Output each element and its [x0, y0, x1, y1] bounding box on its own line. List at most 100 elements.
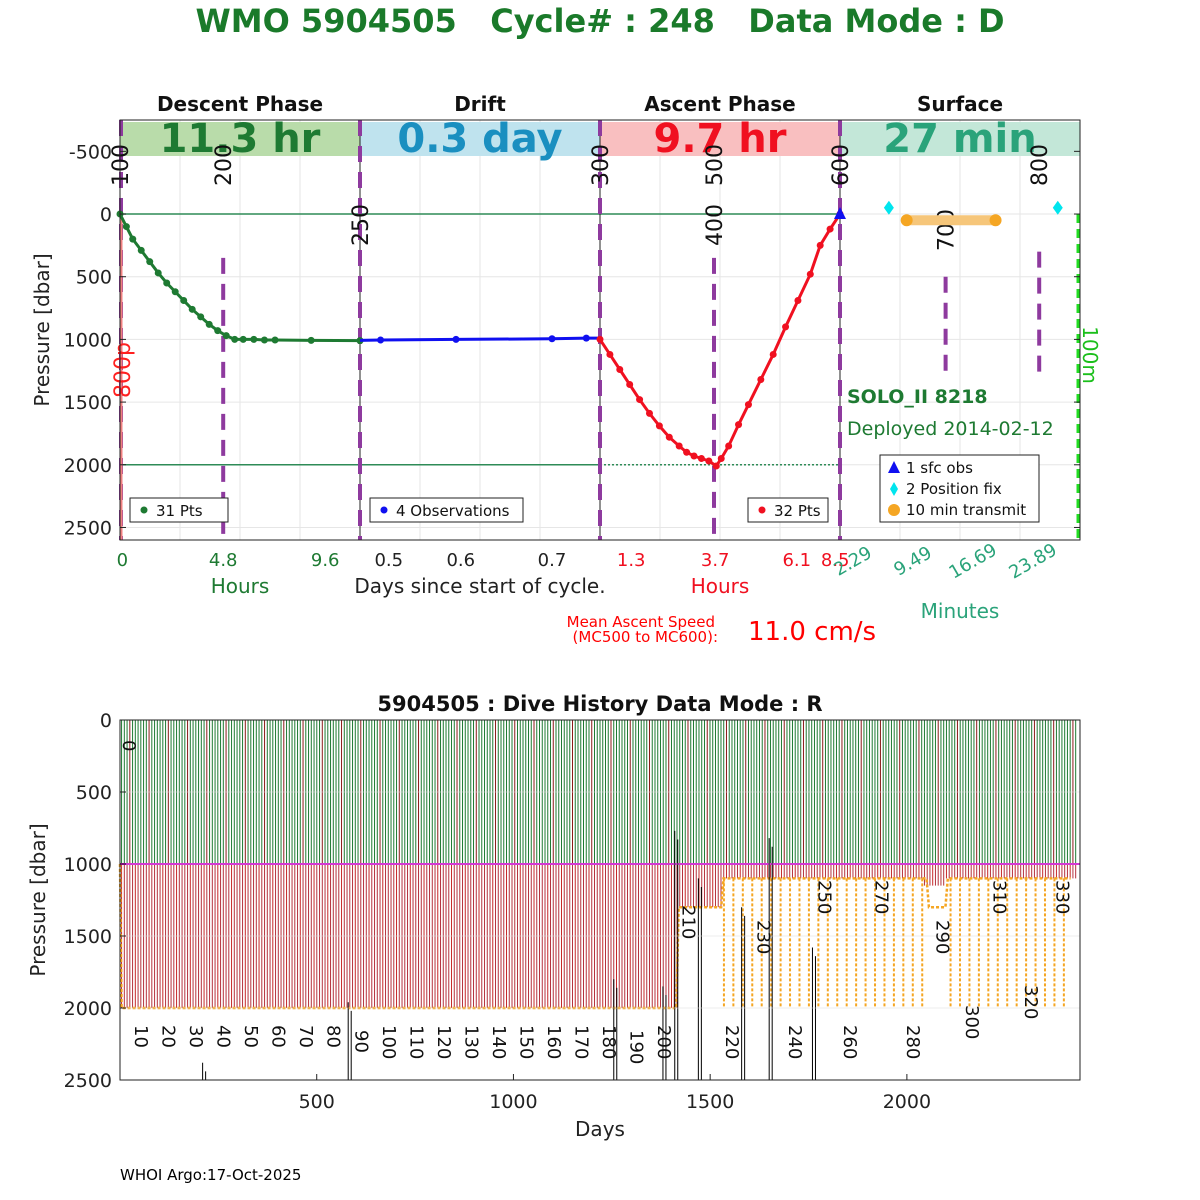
- phase-legend-marker: [380, 506, 388, 514]
- ascent-point: [794, 297, 802, 305]
- cycle-number-label: 230: [752, 920, 773, 954]
- x-tick-label: 6.1: [782, 550, 811, 571]
- descent-point: [197, 313, 205, 321]
- duration-box: [120, 122, 360, 156]
- ascent-point: [725, 442, 733, 450]
- descent-point: [214, 327, 222, 335]
- mission-code-label: 250: [349, 204, 374, 246]
- descent-point: [129, 235, 137, 243]
- phase-title: Descent Phase: [157, 92, 323, 116]
- position-fix-marker: [1052, 200, 1063, 215]
- cycle-number-label: 330: [1051, 880, 1072, 914]
- cycle-number-label: 190: [626, 1030, 647, 1064]
- descent-point: [163, 279, 171, 287]
- cycle-number-label: 80: [323, 1025, 344, 1048]
- duration-box: [840, 122, 1080, 156]
- y-tick-label: 1000: [64, 854, 112, 876]
- x-axis-label: Days since start of cycle.: [354, 574, 605, 598]
- surface-side-label: 100m: [1078, 326, 1102, 384]
- cycle-number-label: 170: [571, 1025, 592, 1059]
- x-tick-label: 0.5: [374, 550, 403, 571]
- legend-transmit-marker: [888, 504, 900, 516]
- phase-legend-label: 32 Pts: [774, 502, 821, 520]
- descent-point: [222, 332, 230, 340]
- x-tick-label: 500: [299, 1091, 335, 1113]
- cycle-number-label: 0: [118, 740, 139, 751]
- y-tick-label: 2000: [64, 455, 112, 477]
- cycle-number-label: 70: [295, 1025, 316, 1048]
- dive-history-title: 5904505 : Dive History Data Mode : R: [377, 692, 822, 716]
- y-tick-label: 1500: [64, 926, 112, 948]
- y-axis-label: Pressure [dbar]: [30, 253, 54, 406]
- transmit-point: [989, 214, 1002, 227]
- descent-point: [271, 336, 279, 344]
- x-unit-label: Hours: [691, 574, 750, 598]
- legend-sfc-obs-marker: [888, 461, 900, 473]
- descent-point: [239, 335, 247, 343]
- x-tick-label: 23.89: [1005, 540, 1060, 584]
- ascent-point: [626, 381, 634, 389]
- cycle-number-label: 110: [405, 1025, 426, 1059]
- ascent-point: [806, 270, 814, 278]
- ascent-point: [683, 448, 691, 456]
- mission-code-label: 400: [703, 204, 728, 246]
- drift-point: [548, 335, 556, 343]
- cycle-number-label: 60: [268, 1025, 289, 1048]
- cycle-number-label: 100: [378, 1025, 399, 1059]
- phase-duration: 11.3 hr: [160, 116, 321, 162]
- x-tick-label: 4.8: [209, 550, 238, 571]
- cycle-number-label: 320: [1020, 985, 1041, 1019]
- drift-point: [452, 335, 460, 343]
- mission-code-label: 600: [829, 144, 854, 186]
- mission-code-label: 200: [212, 144, 237, 186]
- deploy-date: Deployed 2014-02-12: [847, 418, 1054, 440]
- descent-point: [231, 335, 239, 343]
- descent-point: [154, 269, 162, 277]
- y-tick-label: 2500: [64, 1070, 112, 1092]
- descent-point: [146, 258, 154, 266]
- ascent-point: [665, 433, 673, 441]
- ascent-speed-value: 11.0 cm/s: [748, 617, 876, 647]
- x-tick-label: 9.49: [890, 542, 935, 580]
- phase-duration: 0.3 day: [397, 116, 562, 162]
- cycle-number-label: 180: [598, 1025, 619, 1059]
- descent-park-label: 800p: [111, 342, 136, 398]
- cycle-number-label: 210: [678, 905, 699, 939]
- y-tick-label: -500: [69, 141, 112, 163]
- top-axes-frame: [119, 119, 1081, 541]
- x-tick-label: 0: [117, 550, 128, 571]
- descent-point: [137, 246, 145, 254]
- ascent-point: [606, 350, 614, 358]
- y-tick-label: 0: [100, 710, 112, 732]
- x-tick-label: 3.7: [701, 550, 730, 571]
- phase-duration: 27 min: [883, 116, 1036, 162]
- x-unit-label: Hours: [211, 574, 270, 598]
- y-tick-label: 1500: [64, 392, 112, 414]
- ascent-point: [596, 335, 604, 343]
- mission-code-label: 500: [703, 144, 728, 186]
- phase-legend-label: 4 Observations: [396, 502, 510, 520]
- cycle-number-label: 30: [185, 1025, 206, 1048]
- cycle-number-label: 280: [902, 1025, 923, 1059]
- cycle-number-label: 310: [988, 880, 1009, 914]
- cycle-number-label: 150: [516, 1025, 537, 1059]
- phase-legend-box: [369, 497, 524, 523]
- cycle-number-label: 290: [931, 920, 952, 954]
- cycle-number-label: 10: [130, 1025, 151, 1048]
- drift-point: [582, 334, 590, 342]
- x-tick-label: 9.6: [311, 550, 340, 571]
- ascent-point: [816, 241, 824, 249]
- cycle-number-label: 20: [157, 1025, 178, 1048]
- phase-legend-marker: [140, 506, 148, 514]
- legend-label: 2 Position fix: [906, 480, 1002, 498]
- surface-obs-marker: [834, 207, 846, 220]
- mission-code-label: 300: [589, 144, 614, 186]
- ascent-point: [690, 452, 698, 460]
- cycle-number-label: 200: [653, 1025, 674, 1059]
- x-tick-label: 1500: [686, 1091, 734, 1113]
- ascent-speed-label: Mean Ascent Speed: [567, 613, 715, 631]
- x-tick-label: 2.29: [830, 542, 875, 580]
- drift-point: [377, 336, 385, 344]
